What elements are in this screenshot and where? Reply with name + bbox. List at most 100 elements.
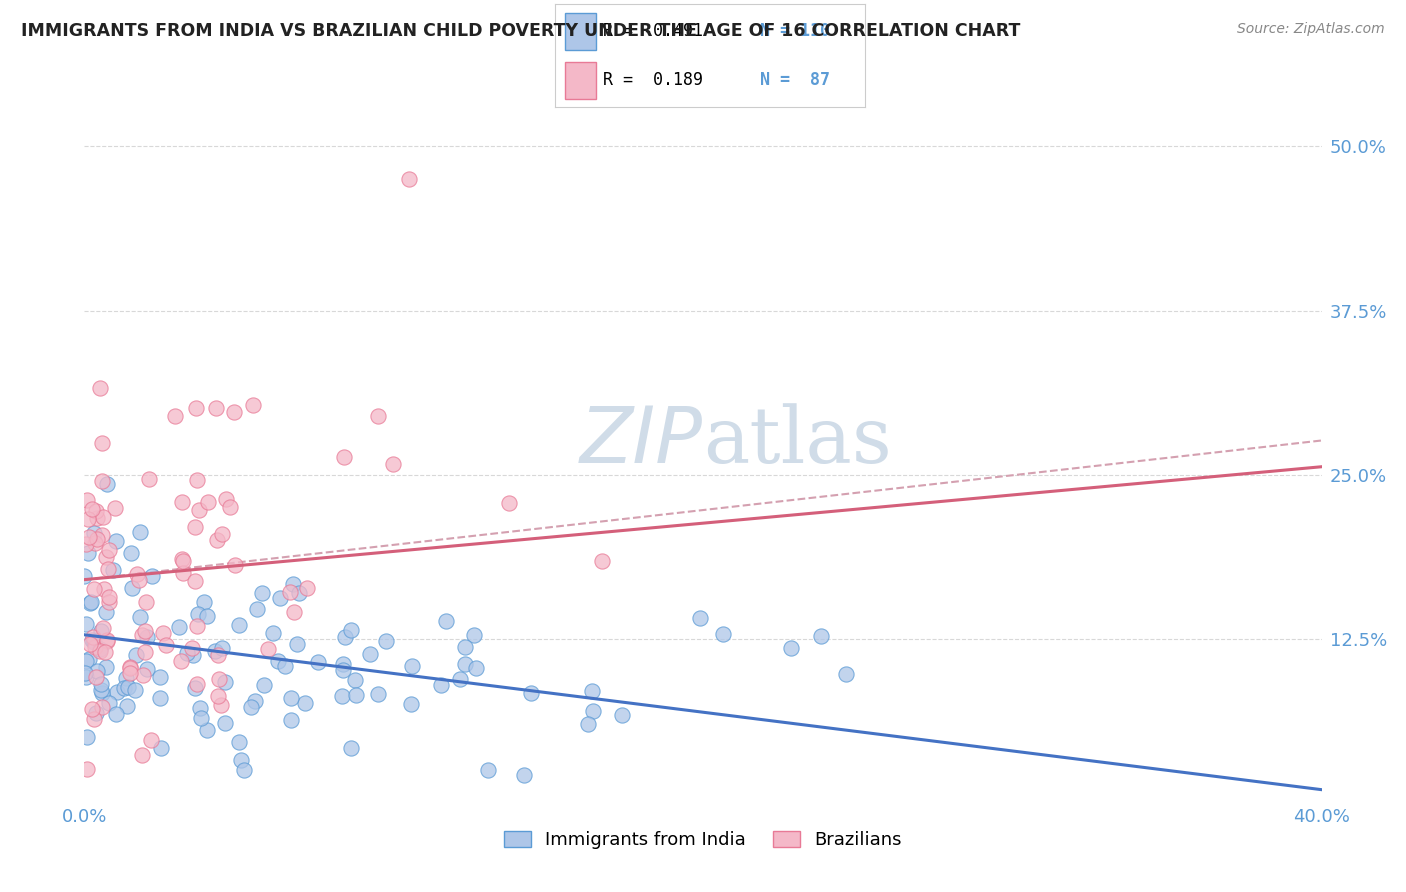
Point [76, 762, 98, 776]
Point [228, 618, 250, 632]
Point [135, 595, 157, 609]
Point [91, 475, 114, 489]
Point [224, 558, 246, 573]
Point [127, 567, 149, 582]
Point [128, 574, 150, 588]
Point [76, 492, 98, 507]
Point [343, 673, 366, 687]
Point [89, 381, 111, 395]
Point [163, 409, 186, 424]
Point [131, 628, 153, 642]
Point [359, 647, 381, 661]
Point [215, 491, 238, 506]
Point [90, 528, 112, 542]
Point [374, 634, 396, 648]
Point [134, 644, 156, 658]
Text: IMMIGRANTS FROM INDIA VS BRAZILIAN CHILD POVERTY UNDER THE AGE OF 16 CORRELATION: IMMIGRANTS FROM INDIA VS BRAZILIAN CHILD… [21, 22, 1021, 40]
Point [128, 525, 150, 540]
Point [83, 526, 105, 541]
Point [180, 641, 202, 656]
Point [124, 648, 146, 662]
Point [132, 667, 155, 681]
Point [129, 610, 152, 624]
Point [186, 618, 208, 632]
Point [367, 409, 389, 424]
Text: ZIP: ZIP [581, 403, 703, 479]
Point [83, 712, 105, 726]
Point [90, 624, 112, 638]
Point [434, 614, 457, 628]
Point [141, 568, 163, 582]
Text: N =  87: N = 87 [759, 71, 830, 89]
Text: R = -0.491: R = -0.491 [603, 22, 703, 40]
Point [274, 659, 297, 673]
Point [339, 741, 361, 756]
Point [170, 654, 193, 668]
Point [79, 652, 101, 666]
Point [810, 629, 832, 643]
Point [134, 624, 156, 639]
Point [73, 569, 96, 583]
Point [152, 626, 174, 640]
Point [186, 677, 208, 691]
Point [520, 686, 543, 700]
Point [333, 630, 356, 644]
Point [610, 708, 633, 723]
Point [98, 543, 121, 558]
Point [228, 735, 250, 749]
Point [242, 398, 264, 412]
Point [454, 640, 477, 654]
Point [252, 678, 274, 692]
Point [193, 595, 215, 609]
Point [97, 590, 120, 604]
Point [209, 698, 232, 712]
Point [278, 585, 301, 599]
Point [89, 644, 111, 658]
Point [149, 691, 172, 706]
Point [454, 657, 477, 672]
Point [190, 711, 212, 725]
Point [240, 700, 263, 714]
Point [197, 494, 219, 508]
Point [252, 586, 274, 600]
Point [340, 624, 363, 638]
Text: N = 110: N = 110 [759, 22, 830, 40]
Point [97, 696, 120, 710]
Point [430, 678, 453, 692]
Point [93, 582, 115, 596]
Point [181, 648, 204, 663]
Point [332, 657, 354, 671]
Legend: Immigrants from India, Brazilians: Immigrants from India, Brazilians [496, 823, 910, 856]
Point [79, 596, 101, 610]
Point [333, 450, 356, 464]
Point [94, 660, 117, 674]
Point [689, 611, 711, 625]
Point [285, 637, 308, 651]
Point [91, 700, 114, 714]
Point [186, 401, 208, 416]
Point [77, 511, 100, 525]
Point [382, 458, 405, 472]
Point [281, 576, 304, 591]
Point [204, 644, 226, 658]
Point [167, 620, 190, 634]
Point [80, 595, 103, 609]
Point [195, 608, 218, 623]
Point [219, 500, 242, 514]
Point [835, 667, 858, 681]
Point [184, 520, 207, 534]
Point [120, 546, 142, 560]
Point [131, 748, 153, 763]
Point [211, 527, 233, 541]
Point [208, 673, 231, 687]
Point [86, 664, 108, 678]
Point [82, 630, 104, 644]
Bar [565, 62, 596, 99]
Point [205, 533, 228, 547]
Point [172, 566, 194, 580]
Point [86, 510, 108, 524]
Point [103, 563, 125, 577]
Point [90, 686, 112, 700]
Point [120, 665, 142, 680]
Point [711, 626, 734, 640]
